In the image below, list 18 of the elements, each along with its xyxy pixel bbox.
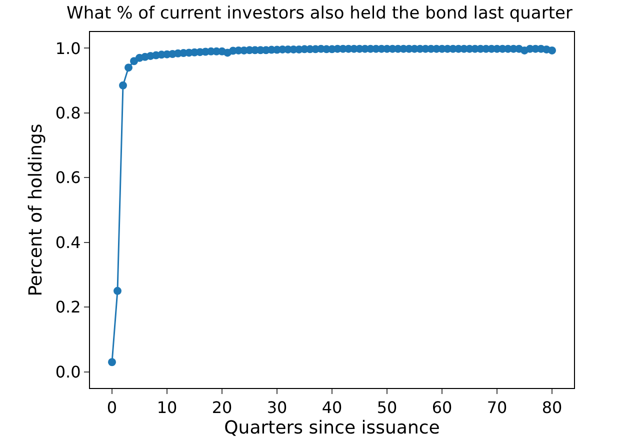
x-tick-label: 20 (212, 398, 232, 418)
y-tick-label: 0.4 (55, 232, 81, 252)
x-axis-title: Quarters since issuance (224, 417, 440, 438)
x-tick-label: 70 (486, 398, 508, 418)
y-tick-label: 0.0 (55, 362, 81, 382)
x-tick-label: 40 (322, 398, 342, 418)
y-tick-label: 0.8 (55, 104, 81, 123)
x-tick-label: 10 (156, 398, 178, 418)
y-tick-label: 0.2 (55, 298, 81, 317)
x-tick-label: 50 (376, 398, 398, 418)
chart-title: What % of current investors also held the bond last quarter (66, 4, 572, 24)
x-tick-label: 30 (266, 398, 288, 418)
y-tick-label: 1.0 (55, 38, 81, 58)
y-axis-title: Percent of holdings (26, 124, 47, 296)
x-tick-label: 80 (542, 398, 562, 418)
x-tick-label: 60 (432, 398, 452, 418)
y-tick-label: 0.6 (55, 168, 81, 188)
x-tick-label: 0 (106, 398, 118, 418)
